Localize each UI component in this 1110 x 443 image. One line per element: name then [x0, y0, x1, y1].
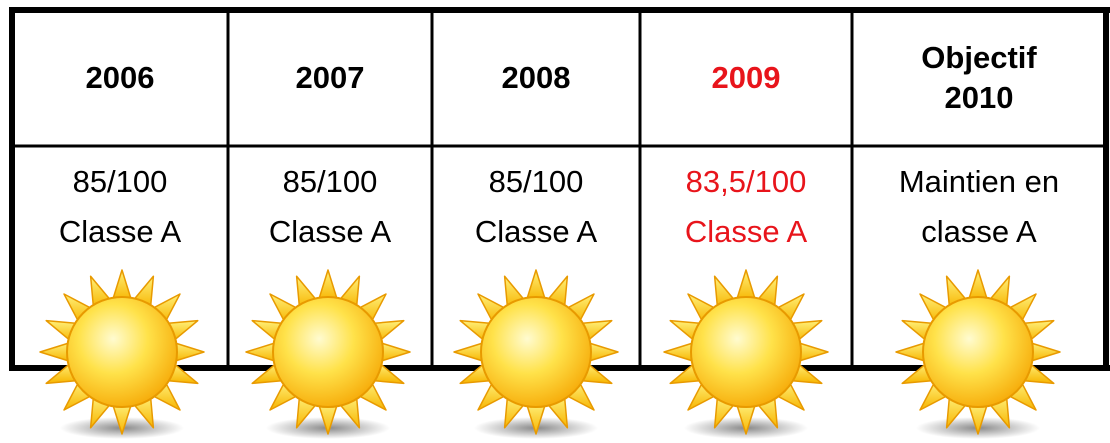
- body-cell: Classe A: [59, 214, 182, 249]
- body-cell: 85/100: [73, 164, 168, 199]
- body-cell: Maintien en: [899, 164, 1059, 199]
- sun-body: [67, 297, 177, 407]
- sun-body: [481, 297, 591, 407]
- slide: 2006 2007 2008 2009 Objectif 2010 85/100 Classe…: [0, 0, 1110, 443]
- body-cell: Classe A: [475, 214, 598, 249]
- header-cell: Objectif: [921, 40, 1037, 75]
- sun: [896, 270, 1060, 439]
- header-cell: 2008: [502, 60, 571, 95]
- sun-body: [273, 297, 383, 407]
- header-cell: 2009: [712, 60, 781, 95]
- sun: [40, 270, 204, 439]
- body-cell: Classe A: [269, 214, 392, 249]
- body-cell: Classe A: [685, 214, 808, 249]
- header-cell: 2007: [296, 60, 365, 95]
- header-cell: 2006: [86, 60, 155, 95]
- sun: [246, 270, 410, 439]
- body-cell: classe A: [921, 214, 1037, 249]
- body-cell: 85/100: [489, 164, 584, 199]
- body-cell: 85/100: [283, 164, 378, 199]
- sun-body: [691, 297, 801, 407]
- sun: [454, 270, 618, 439]
- header-cell: 2010: [945, 80, 1014, 115]
- body-cell: 83,5/100: [686, 164, 807, 199]
- sun: [664, 270, 828, 439]
- sun-body: [923, 297, 1033, 407]
- sun-icons: [40, 270, 1060, 439]
